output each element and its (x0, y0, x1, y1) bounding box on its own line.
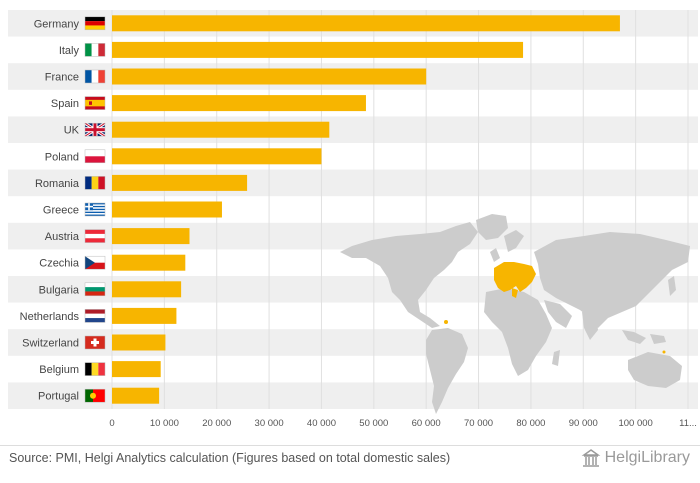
flag-romania-icon (84, 176, 106, 190)
category-label: Belgium (39, 364, 79, 376)
landmass (622, 330, 646, 344)
europe-highlight (494, 262, 536, 292)
landmass (582, 312, 598, 340)
category-label: Romania (35, 178, 80, 190)
x-tick-label: 30 000 (255, 418, 284, 429)
landmass (650, 334, 666, 344)
library-building-icon (581, 449, 600, 467)
x-tick-label: 11... (679, 418, 697, 429)
landmass (426, 328, 468, 414)
flag-switzerland-icon (84, 335, 106, 350)
bar-bulgaria[interactable] (112, 281, 182, 298)
x-tick-label: 100 000 (618, 418, 652, 429)
flag-italy-icon (84, 43, 106, 57)
x-tick-label: 20 000 (202, 418, 231, 429)
landmass (668, 276, 676, 296)
category-label: Greece (43, 205, 79, 217)
landmass (476, 214, 508, 240)
flag-uk-icon (84, 121, 106, 138)
bar-italy[interactable] (112, 41, 524, 58)
flag-bulgaria-icon (84, 282, 106, 297)
landmass (504, 230, 524, 252)
x-tick-label: 70 000 (464, 418, 493, 429)
landmass (534, 232, 690, 328)
flag-france-icon (84, 69, 106, 84)
bar-switzerland[interactable] (112, 334, 166, 351)
category-label: Switzerland (22, 338, 79, 350)
landmass (340, 222, 478, 328)
landmass (544, 300, 572, 328)
category-label: Poland (45, 151, 79, 163)
europe-highlight (512, 288, 518, 298)
footer-divider (0, 445, 700, 446)
category-label: Italy (59, 45, 80, 57)
x-tick-label: 10 000 (150, 418, 179, 429)
flag-belgium-icon (84, 362, 106, 376)
landmass (552, 350, 560, 366)
flag-greece-icon (84, 202, 106, 217)
bar-belgium[interactable] (112, 361, 161, 378)
bar-chart: Germany Italy France Spain UK Poland Romania Gr… (8, 10, 698, 429)
bar-greece[interactable] (112, 201, 222, 218)
category-label: Portugal (38, 391, 79, 403)
flag-poland-icon (84, 149, 106, 164)
flag-icons (84, 16, 106, 403)
category-label: Czechia (39, 258, 80, 270)
x-tick-label: 50 000 (359, 418, 388, 429)
bar-uk[interactable] (112, 121, 330, 138)
x-axis-ticks: 0 10 000 20 000 30 000 40 000 50 000 60 000 70 … (109, 418, 697, 429)
bar-germany[interactable] (112, 15, 620, 32)
category-label: UK (64, 125, 80, 137)
bar-spain[interactable] (112, 95, 366, 112)
bar-austria[interactable] (112, 228, 190, 245)
category-label: Bulgaria (39, 284, 80, 296)
bar-netherlands[interactable] (112, 307, 177, 324)
bar-france[interactable] (112, 68, 427, 85)
highlight-dot (444, 320, 448, 324)
flag-germany-icon (84, 16, 106, 31)
x-tick-label: 0 (109, 418, 114, 429)
x-tick-label: 60 000 (412, 418, 441, 429)
source-note: Source: PMI, Helgi Analytics calculation… (9, 451, 451, 465)
category-label: Spain (51, 98, 79, 110)
category-labels: Germany Italy France Spain UK Poland Romania Gr… (20, 18, 80, 402)
flag-spain-icon (84, 96, 106, 110)
x-tick-label: 40 000 (307, 418, 336, 429)
category-label: Netherlands (20, 311, 80, 323)
landmass (484, 288, 552, 376)
flag-netherlands-icon (84, 309, 106, 323)
flag-austria-icon (84, 229, 106, 243)
bar-czechia[interactable] (112, 254, 186, 271)
x-tick-label: 80 000 (516, 418, 545, 429)
bar-portugal[interactable] (112, 387, 160, 404)
world-map-inset (340, 214, 690, 414)
bar-poland[interactable] (112, 148, 322, 165)
flag-czechia-icon (84, 255, 106, 270)
x-tick-label: 90 000 (569, 418, 598, 429)
bars (112, 15, 620, 404)
bar-romania[interactable] (112, 174, 248, 191)
landmass (628, 352, 682, 388)
highlight-dot (662, 350, 666, 354)
landmass (490, 248, 500, 262)
helgi-library-logo[interactable]: HelgiLibrary (581, 448, 690, 468)
category-label: France (45, 72, 79, 84)
flag-portugal-icon (84, 388, 106, 403)
category-label: Austria (45, 231, 80, 243)
category-label: Germany (34, 18, 80, 30)
europe-highlight (496, 268, 502, 278)
logo-text: HelgiLibrary (604, 449, 690, 466)
